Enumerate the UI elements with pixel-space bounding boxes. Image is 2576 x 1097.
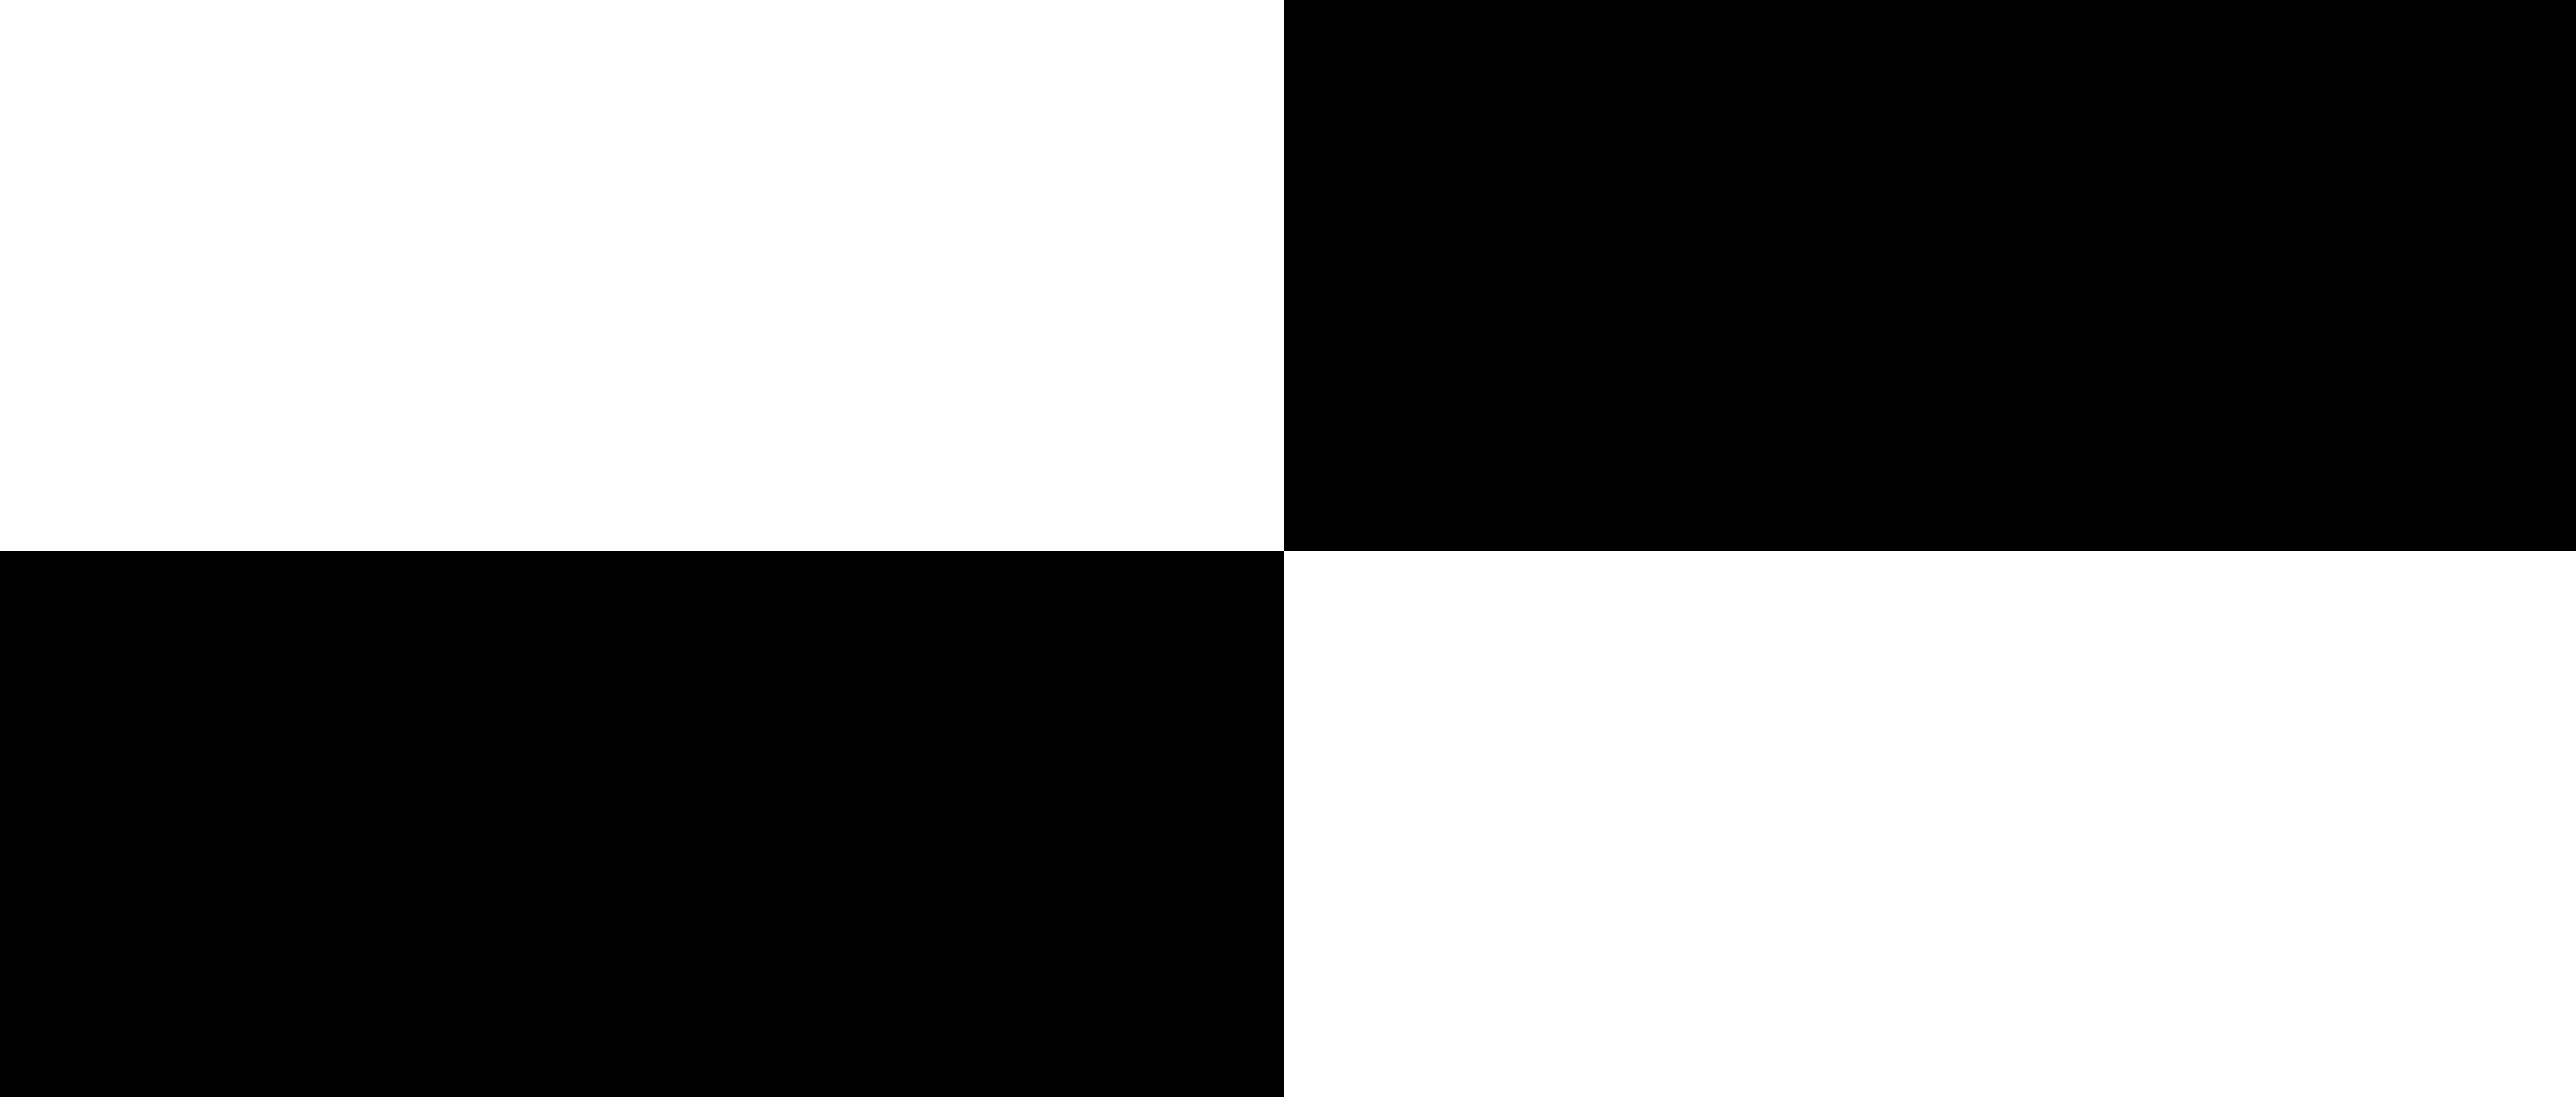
panel-commodities-breakevens	[0, 551, 1284, 1097]
panel-treasury-curve	[1284, 0, 2576, 551]
commodities-chart	[0, 551, 1284, 1097]
panel-fed-expectations	[0, 0, 1284, 551]
panel-money-market	[1284, 551, 2576, 1097]
treasury-curve-chart	[1284, 0, 2576, 551]
fed-expectations-chart	[0, 0, 1284, 551]
money-market-chart	[1284, 551, 2576, 1097]
